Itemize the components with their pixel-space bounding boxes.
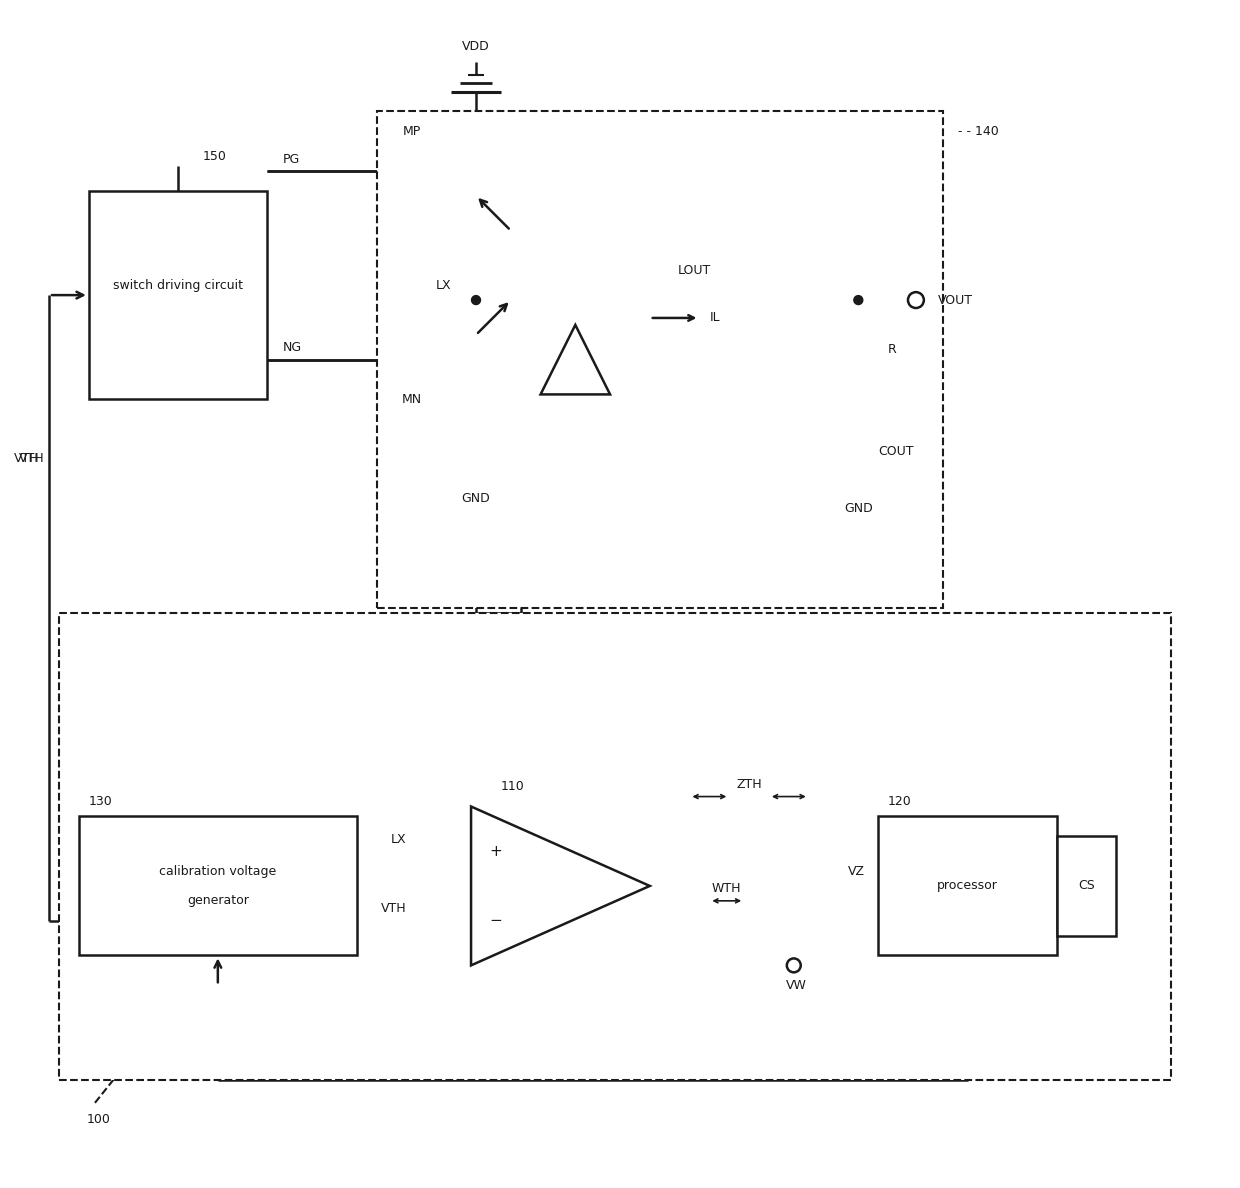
Bar (878, 816, 1056, 955)
Text: - - 140: - - 140 (957, 125, 998, 138)
Text: R: R (888, 343, 897, 356)
Text: generator: generator (187, 895, 249, 908)
Text: +: + (489, 843, 502, 859)
Text: −: − (489, 914, 502, 928)
Text: processor: processor (937, 879, 998, 892)
Bar (89, 191, 268, 399)
Text: LX: LX (435, 279, 451, 292)
Text: 120: 120 (888, 795, 911, 808)
Polygon shape (471, 807, 650, 966)
Text: MN: MN (402, 393, 422, 406)
Text: WTH: WTH (712, 883, 742, 896)
Text: MP: MP (402, 125, 420, 138)
Text: NG: NG (283, 341, 301, 354)
Text: VDD: VDD (463, 40, 490, 53)
Text: 130: 130 (89, 795, 113, 808)
Text: GND: GND (844, 503, 873, 516)
Circle shape (471, 296, 480, 304)
Text: VZ: VZ (848, 865, 866, 878)
Text: switch driving circuit: switch driving circuit (113, 279, 243, 292)
Text: CS: CS (1079, 879, 1095, 892)
Text: calibration voltage: calibration voltage (159, 865, 277, 878)
Polygon shape (541, 324, 610, 394)
Text: IL: IL (709, 311, 720, 324)
Bar (60, 613, 1171, 1080)
Text: 100: 100 (87, 1113, 110, 1126)
Text: VTH: VTH (381, 902, 407, 915)
Bar (377, 112, 942, 608)
Circle shape (854, 296, 863, 304)
Text: VTH: VTH (19, 453, 45, 466)
Text: VOUT: VOUT (937, 293, 972, 307)
Text: VW: VW (786, 979, 807, 992)
Text: LX: LX (391, 833, 407, 846)
Text: COUT: COUT (878, 446, 914, 459)
Text: LOUT: LOUT (678, 264, 711, 277)
Text: 150: 150 (203, 150, 227, 163)
Text: 110: 110 (501, 781, 525, 794)
Text: PG: PG (283, 152, 300, 165)
Text: VTH: VTH (14, 453, 40, 466)
Bar (1056, 836, 1116, 936)
Text: GND: GND (461, 492, 490, 505)
Bar (79, 816, 357, 955)
Text: ZTH: ZTH (737, 778, 761, 791)
